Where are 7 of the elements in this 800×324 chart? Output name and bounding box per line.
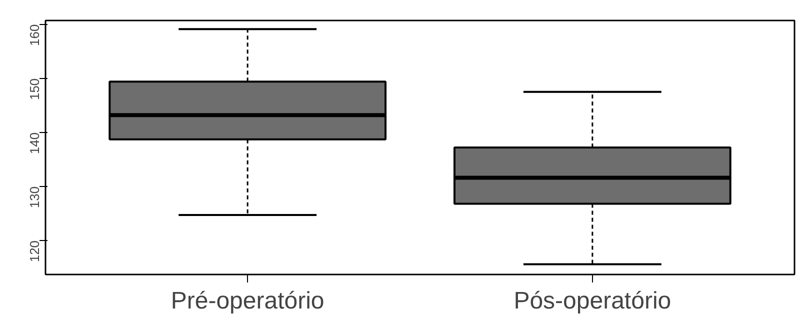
x-tick-label: Pré-operatório (170, 288, 324, 314)
y-tick-label: 160 (27, 24, 42, 46)
y-tick-label: 140 (27, 132, 42, 154)
x-tick-label: Pós-operatório (514, 288, 672, 314)
y-tick-label: 130 (27, 186, 42, 208)
y-tick-label: 150 (27, 78, 42, 100)
y-tick-label: 120 (27, 240, 42, 262)
